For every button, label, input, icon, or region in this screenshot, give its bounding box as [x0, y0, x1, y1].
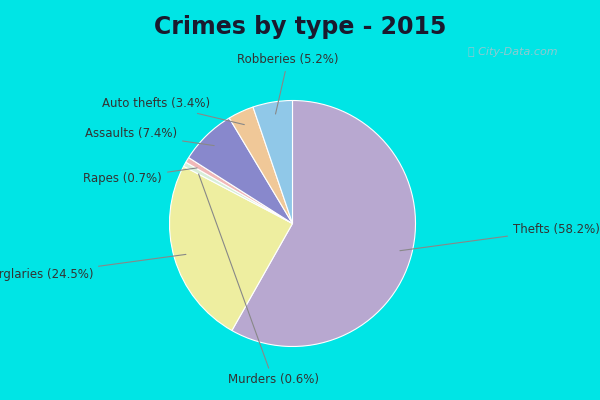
Text: Robberies (5.2%): Robberies (5.2%): [237, 53, 339, 114]
Text: Crimes by type - 2015: Crimes by type - 2015: [154, 15, 446, 39]
Text: Murders (0.6%): Murders (0.6%): [199, 174, 319, 386]
Wedge shape: [170, 166, 293, 330]
Text: Burglaries (24.5%): Burglaries (24.5%): [0, 254, 186, 281]
Text: Auto thefts (3.4%): Auto thefts (3.4%): [102, 97, 244, 125]
Text: Assaults (7.4%): Assaults (7.4%): [85, 127, 214, 146]
Wedge shape: [232, 100, 415, 346]
Wedge shape: [229, 107, 293, 224]
Wedge shape: [188, 118, 293, 224]
Wedge shape: [253, 100, 293, 224]
Text: Thefts (58.2%): Thefts (58.2%): [400, 223, 600, 251]
Text: ⓘ City-Data.com: ⓘ City-Data.com: [468, 47, 557, 57]
Wedge shape: [186, 158, 293, 224]
Text: Rapes (0.7%): Rapes (0.7%): [83, 168, 197, 185]
Wedge shape: [184, 162, 293, 224]
